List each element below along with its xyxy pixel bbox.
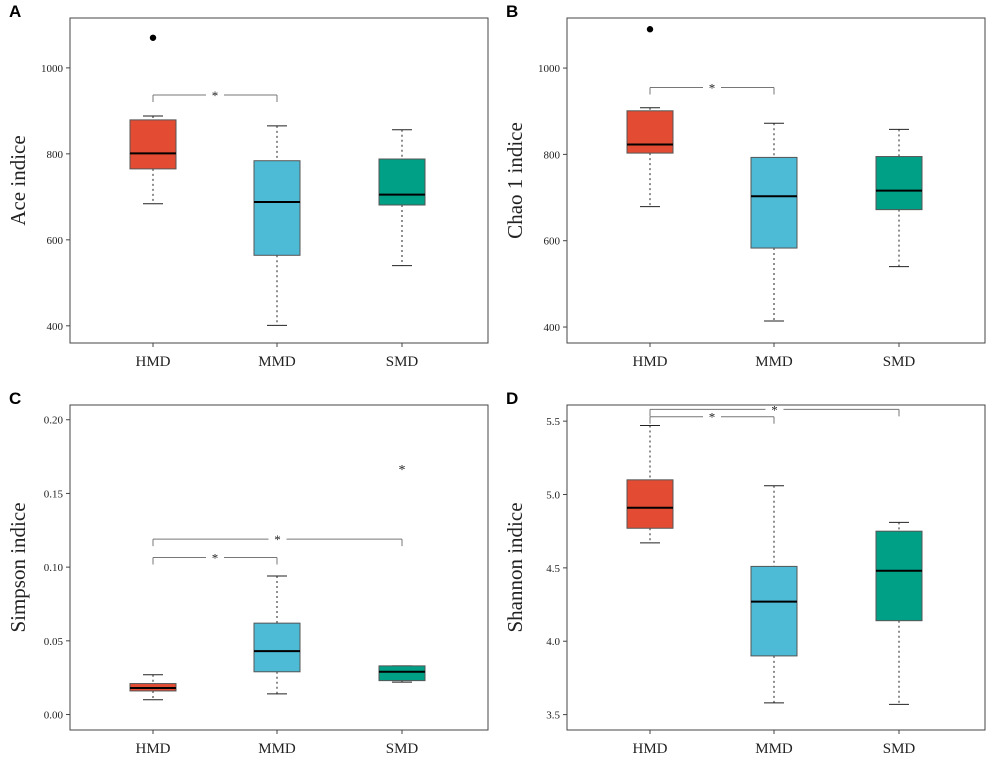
y-tick-label: 1000 — [41, 63, 64, 75]
significance-label: * — [212, 88, 219, 103]
panel-letter: B — [506, 2, 518, 21]
y-tick-label: 400 — [544, 322, 561, 334]
box-mmd — [253, 160, 301, 256]
y-axis-label: Ace indice — [6, 135, 30, 225]
panel-letter: A — [9, 2, 21, 21]
significance-label: * — [274, 532, 281, 547]
x-tick-label: HMD — [632, 741, 667, 757]
y-tick-label: 800 — [47, 149, 64, 161]
box-mmd — [750, 565, 798, 657]
plot-frame — [69, 17, 489, 344]
significance-bracket: * — [649, 410, 775, 425]
y-tick-label: 3.5 — [546, 710, 560, 722]
x-tick-label: SMD — [883, 354, 916, 370]
y-tick-label: 1000 — [538, 63, 561, 75]
significance-bracket: * — [649, 80, 775, 95]
x-tick-label: SMD — [386, 741, 419, 757]
y-axis-label: Shannon indice — [503, 502, 527, 632]
box-smd — [378, 665, 426, 682]
box-smd — [875, 530, 923, 622]
panel-letter: D — [506, 389, 518, 408]
significance-label: * — [771, 402, 778, 417]
panel-b: B Chao 1 indice 400 600 800 1000 HMD MMD SMD * — [503, 2, 986, 370]
significance-label: * — [709, 410, 716, 425]
significance-label: * — [212, 551, 219, 566]
plot-frame — [69, 404, 489, 731]
panel-c: C Simpson indice 0.00 0.05 0.10 0.15 0.20 HMD MM… — [6, 389, 489, 757]
significance-bracket: * — [152, 532, 403, 547]
y-axis-label: Chao 1 indice — [503, 122, 527, 239]
significance-bracket: * — [152, 88, 278, 103]
x-tick-label: MMD — [755, 741, 793, 757]
y-axis-label: Simpson indice — [6, 502, 30, 632]
y-tick-label: 4.0 — [546, 636, 560, 648]
outlier-point: * — [399, 463, 406, 478]
y-tick-label: 600 — [544, 236, 561, 248]
x-tick-label: MMD — [258, 354, 296, 370]
x-tick-label: HMD — [632, 354, 667, 370]
y-tick-label: 5.5 — [546, 416, 560, 428]
y-tick-label: 0.20 — [44, 415, 64, 427]
y-tick-label: 0.10 — [44, 562, 64, 574]
panel-letter: C — [9, 389, 21, 408]
box-smd — [875, 156, 923, 211]
x-tick-label: SMD — [386, 354, 419, 370]
y-tick-label: 600 — [47, 235, 64, 247]
y-tick-label: 0.05 — [44, 636, 64, 648]
box-smd — [378, 158, 426, 206]
plot-frame — [566, 17, 986, 344]
y-tick-label: 800 — [544, 149, 561, 161]
panel-d: D Shannon indice 3.5 4.0 4.5 5.0 5.5 HMD MMD SMD *… — [503, 389, 986, 757]
significance-label: * — [709, 80, 716, 95]
box-hmd — [626, 110, 674, 154]
box-hmd — [129, 119, 177, 170]
significance-bracket: * — [649, 402, 900, 417]
x-tick-label: HMD — [135, 741, 170, 757]
panel-a: A Ace indice 400 600 800 1000 HMD MMD SMD * — [6, 2, 489, 370]
y-tick-label: 0.00 — [44, 710, 64, 722]
outlier-point — [149, 34, 157, 41]
x-tick-label: SMD — [883, 741, 916, 757]
x-tick-label: MMD — [755, 354, 793, 370]
x-tick-label: HMD — [135, 354, 170, 370]
y-tick-label: 400 — [47, 321, 64, 333]
y-tick-label: 4.5 — [546, 563, 560, 575]
box-hmd — [626, 479, 674, 529]
y-tick-label: 0.15 — [44, 488, 64, 500]
box-mmd — [253, 622, 301, 673]
significance-bracket: * — [152, 551, 278, 566]
outlier-point — [646, 26, 654, 33]
y-tick-label: 5.0 — [546, 490, 560, 502]
x-tick-label: MMD — [258, 741, 296, 757]
box-mmd — [750, 156, 798, 249]
